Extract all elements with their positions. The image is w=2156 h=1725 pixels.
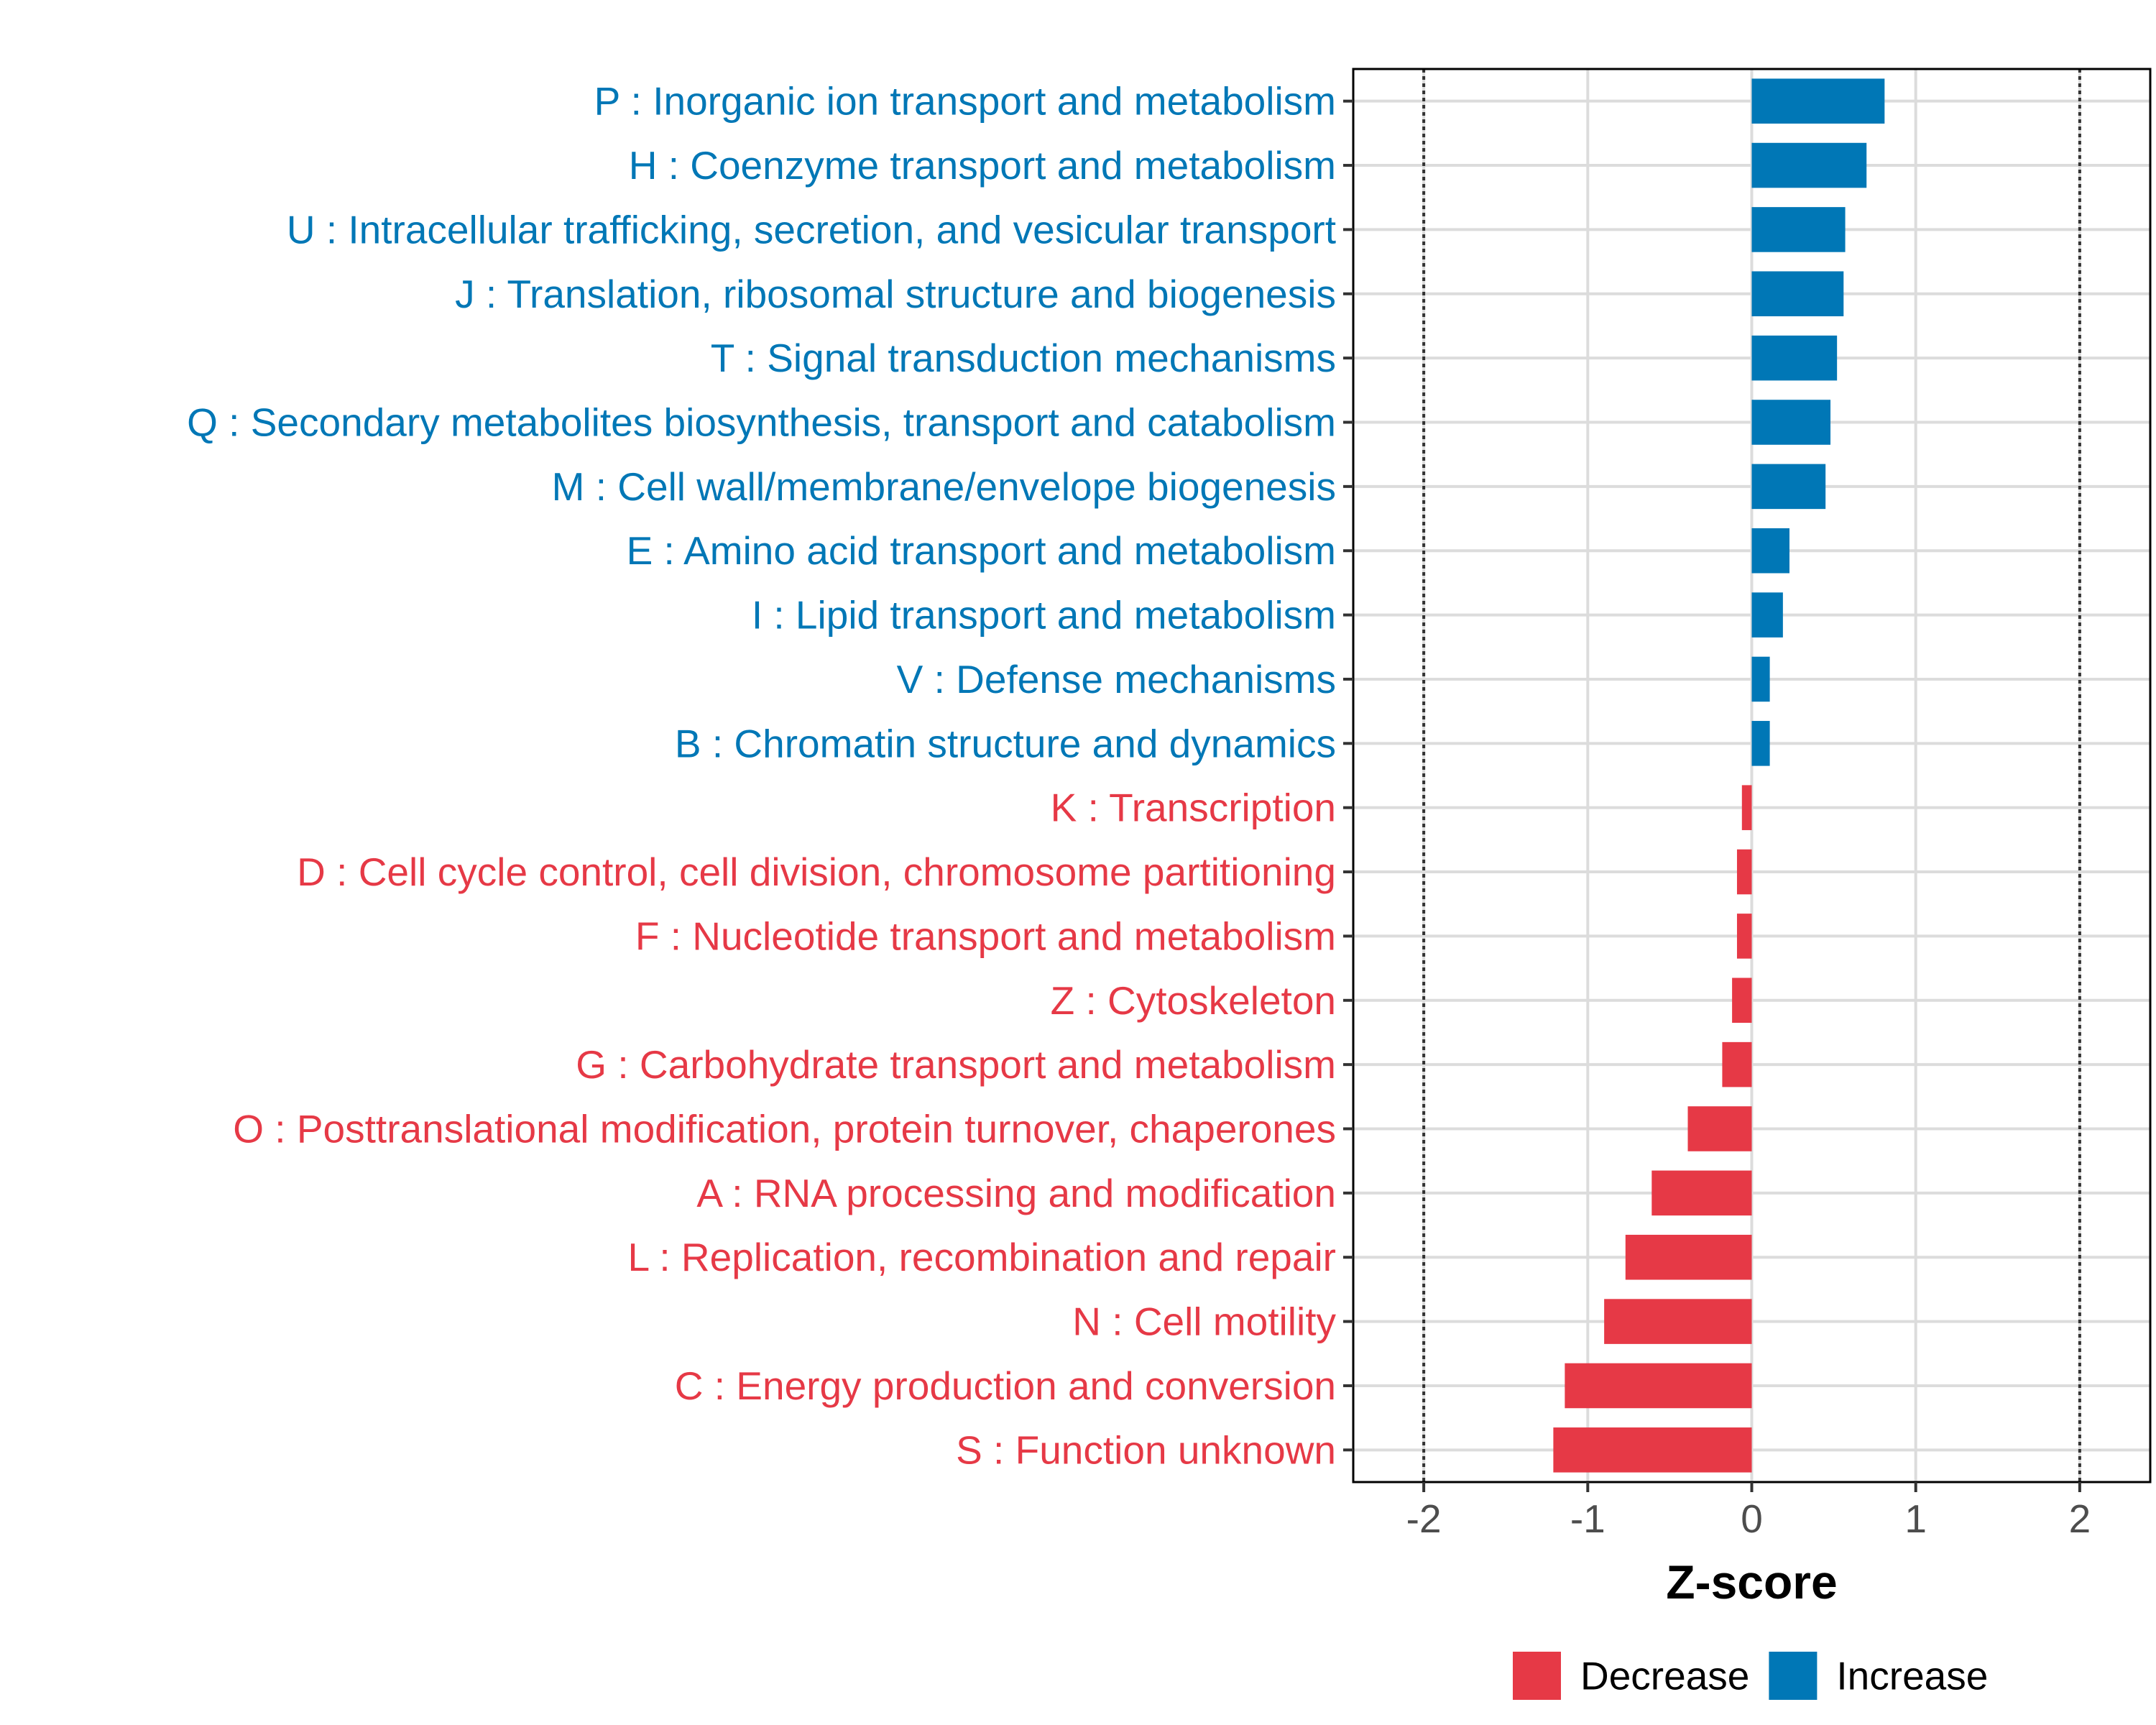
category-label: U : Intracellular trafficking, secretion… — [287, 207, 1336, 252]
x-tick-label: -1 — [1570, 1496, 1606, 1541]
category-label: P : Inorganic ion transport and metaboli… — [594, 79, 1336, 124]
category-label: H : Coenzyme transport and metabolism — [629, 143, 1336, 188]
bar — [1741, 785, 1752, 830]
category-label: T : Signal transduction mechanisms — [711, 336, 1336, 380]
bar — [1751, 400, 1831, 445]
category-label: V : Defense mechanisms — [897, 657, 1336, 702]
y-axis-ticks — [1343, 99, 1353, 1452]
bar — [1722, 1041, 1752, 1087]
bar — [1751, 464, 1826, 510]
bar — [1751, 528, 1789, 574]
bar — [1736, 849, 1752, 895]
legend-label: Increase — [1836, 1654, 1988, 1698]
x-tick-label: -2 — [1406, 1496, 1442, 1541]
bar — [1751, 656, 1770, 702]
x-tick-label: 0 — [1741, 1496, 1763, 1541]
bar — [1751, 271, 1844, 317]
bar — [1553, 1427, 1752, 1473]
category-label: Z : Cytoskeleton — [1051, 978, 1336, 1023]
bar — [1751, 335, 1838, 381]
category-label: K : Transcription — [1051, 786, 1336, 830]
bar — [1751, 721, 1770, 766]
legend: Decrease Increase — [1513, 1652, 1988, 1700]
x-axis-ticks: -2 -1 0 1 2 — [1406, 1482, 2091, 1541]
legend-label: Decrease — [1580, 1654, 1749, 1698]
bar — [1604, 1299, 1752, 1344]
category-label: Q : Secondary metabolites biosynthesis, … — [187, 400, 1336, 445]
bar — [1732, 978, 1752, 1024]
category-label: A : RNA processing and modification — [696, 1171, 1336, 1215]
category-label: E : Amino acid transport and metabolism — [627, 528, 1336, 573]
category-label: N : Cell motility — [1072, 1300, 1336, 1344]
bar — [1565, 1363, 1752, 1409]
category-label: L : Replication, recombination and repai… — [628, 1235, 1336, 1279]
category-label: O : Posttranslational modification, prot… — [233, 1107, 1336, 1151]
category-label: J : Translation, ribosomal structure and… — [455, 272, 1336, 316]
category-label: B : Chromatin structure and dynamics — [675, 721, 1336, 765]
category-label: M : Cell wall/membrane/envelope biogenes… — [552, 464, 1336, 509]
bar — [1687, 1106, 1752, 1151]
bar — [1751, 592, 1783, 638]
bars — [1553, 78, 1885, 1473]
x-tick-label: 2 — [2069, 1496, 2091, 1541]
bar — [1751, 207, 1846, 252]
bar — [1736, 914, 1752, 959]
category-label: I : Lipid transport and metabolism — [752, 593, 1336, 638]
bar — [1651, 1170, 1752, 1216]
category-label: G : Carbohydrate transport and metabolis… — [576, 1042, 1336, 1087]
legend-key-decrease — [1513, 1652, 1561, 1700]
x-tick-label: 1 — [1904, 1496, 1927, 1541]
category-label: S : Function unknown — [956, 1427, 1336, 1472]
category-label: D : Cell cycle control, cell division, c… — [297, 850, 1336, 894]
bar — [1751, 142, 1867, 188]
category-label: F : Nucleotide transport and metabolism — [635, 914, 1336, 958]
bar — [1625, 1234, 1752, 1280]
category-label: C : Energy production and conversion — [675, 1363, 1336, 1408]
legend-key-increase — [1769, 1652, 1818, 1700]
x-axis-title: Z-score — [1666, 1555, 1837, 1609]
y-axis-category-labels: P : Inorganic ion transport and metaboli… — [187, 79, 1336, 1473]
bar — [1751, 78, 1885, 124]
